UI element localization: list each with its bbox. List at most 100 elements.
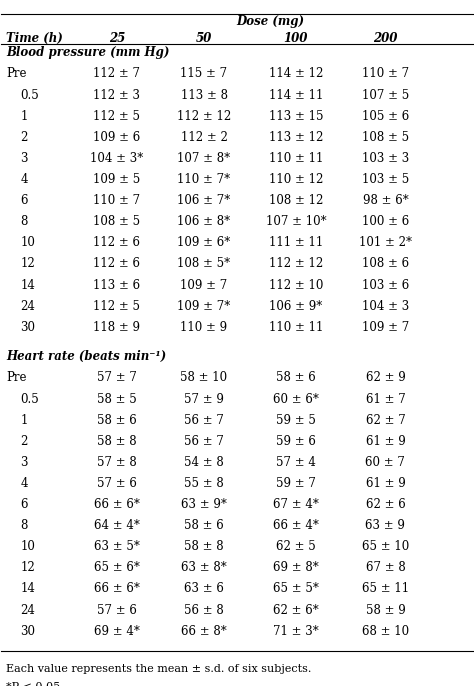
Text: 4: 4: [20, 477, 28, 490]
Text: 57 ± 4: 57 ± 4: [276, 456, 316, 469]
Text: 1: 1: [20, 110, 27, 123]
Text: 107 ± 10*: 107 ± 10*: [265, 215, 326, 228]
Text: 62 ± 5: 62 ± 5: [276, 541, 316, 554]
Text: 0.5: 0.5: [20, 392, 39, 405]
Text: 105 ± 6: 105 ± 6: [362, 110, 409, 123]
Text: 108 ± 5: 108 ± 5: [93, 215, 140, 228]
Text: 30: 30: [20, 321, 35, 333]
Text: 112 ± 7: 112 ± 7: [93, 67, 140, 80]
Text: 4: 4: [20, 173, 28, 186]
Text: 58 ± 10: 58 ± 10: [181, 371, 228, 384]
Text: 111 ± 11: 111 ± 11: [269, 236, 323, 249]
Text: 110 ± 7: 110 ± 7: [362, 67, 409, 80]
Text: 66 ± 6*: 66 ± 6*: [94, 498, 140, 511]
Text: 103 ± 6: 103 ± 6: [362, 279, 409, 292]
Text: 113 ± 8: 113 ± 8: [181, 88, 228, 102]
Text: 64 ± 4*: 64 ± 4*: [94, 519, 140, 532]
Text: 113 ± 12: 113 ± 12: [269, 131, 323, 144]
Text: 62 ± 6*: 62 ± 6*: [273, 604, 319, 617]
Text: 58 ± 5: 58 ± 5: [97, 392, 137, 405]
Text: 113 ± 6: 113 ± 6: [93, 279, 140, 292]
Text: 106 ± 7*: 106 ± 7*: [177, 194, 231, 207]
Text: Blood pressure (mm Hg): Blood pressure (mm Hg): [6, 47, 170, 59]
Text: *P < 0.05.: *P < 0.05.: [6, 682, 64, 686]
Text: 110 ± 7*: 110 ± 7*: [177, 173, 230, 186]
Text: 59 ± 7: 59 ± 7: [276, 477, 316, 490]
Text: 63 ± 9*: 63 ± 9*: [181, 498, 227, 511]
Text: 59 ± 5: 59 ± 5: [276, 414, 316, 427]
Text: 108 ± 5: 108 ± 5: [362, 131, 409, 144]
Text: 57 ± 9: 57 ± 9: [184, 392, 224, 405]
Text: 65 ± 10: 65 ± 10: [362, 541, 409, 554]
Text: 110 ± 11: 110 ± 11: [269, 152, 323, 165]
Text: 112 ± 5: 112 ± 5: [93, 110, 140, 123]
Text: 109 ± 7*: 109 ± 7*: [177, 300, 231, 313]
Text: 112 ± 12: 112 ± 12: [269, 257, 323, 270]
Text: 115 ± 7: 115 ± 7: [181, 67, 228, 80]
Text: 24: 24: [20, 604, 35, 617]
Text: 63 ± 8*: 63 ± 8*: [181, 561, 227, 574]
Text: 109 ± 6: 109 ± 6: [93, 131, 140, 144]
Text: 69 ± 4*: 69 ± 4*: [94, 625, 140, 638]
Text: 56 ± 7: 56 ± 7: [184, 414, 224, 427]
Text: 109 ± 7: 109 ± 7: [181, 279, 228, 292]
Text: 25: 25: [109, 32, 125, 45]
Text: 54 ± 8: 54 ± 8: [184, 456, 224, 469]
Text: 112 ± 10: 112 ± 10: [269, 279, 323, 292]
Text: 107 ± 5: 107 ± 5: [362, 88, 409, 102]
Text: 58 ± 6: 58 ± 6: [184, 519, 224, 532]
Text: 30: 30: [20, 625, 35, 638]
Text: 62 ± 9: 62 ± 9: [365, 371, 405, 384]
Text: 112 ± 6: 112 ± 6: [93, 236, 140, 249]
Text: 112 ± 2: 112 ± 2: [181, 131, 228, 144]
Text: 14: 14: [20, 582, 35, 595]
Text: 1: 1: [20, 414, 27, 427]
Text: 59 ± 6: 59 ± 6: [276, 435, 316, 448]
Text: Dose (mg): Dose (mg): [236, 16, 304, 28]
Text: 60 ± 6*: 60 ± 6*: [273, 392, 319, 405]
Text: 65 ± 11: 65 ± 11: [362, 582, 409, 595]
Text: 109 ± 6*: 109 ± 6*: [177, 236, 231, 249]
Text: 0.5: 0.5: [20, 88, 39, 102]
Text: 71 ± 3*: 71 ± 3*: [273, 625, 319, 638]
Text: 110 ± 9: 110 ± 9: [181, 321, 228, 333]
Text: 57 ± 6: 57 ± 6: [97, 604, 137, 617]
Text: 113 ± 15: 113 ± 15: [269, 110, 323, 123]
Text: 61 ± 9: 61 ± 9: [365, 477, 405, 490]
Text: Time (h): Time (h): [6, 32, 63, 45]
Text: 101 ± 2*: 101 ± 2*: [359, 236, 412, 249]
Text: 109 ± 5: 109 ± 5: [93, 173, 140, 186]
Text: 12: 12: [20, 561, 35, 574]
Text: 58 ± 6: 58 ± 6: [97, 414, 137, 427]
Text: 2: 2: [20, 435, 27, 448]
Text: 55 ± 8: 55 ± 8: [184, 477, 224, 490]
Text: 66 ± 8*: 66 ± 8*: [181, 625, 227, 638]
Text: 112 ± 5: 112 ± 5: [93, 300, 140, 313]
Text: 114 ± 11: 114 ± 11: [269, 88, 323, 102]
Text: 8: 8: [20, 519, 27, 532]
Text: 109 ± 7: 109 ± 7: [362, 321, 409, 333]
Text: 10: 10: [20, 541, 35, 554]
Text: 56 ± 8: 56 ± 8: [184, 604, 224, 617]
Text: 14: 14: [20, 279, 35, 292]
Text: 114 ± 12: 114 ± 12: [269, 67, 323, 80]
Text: 62 ± 7: 62 ± 7: [365, 414, 405, 427]
Text: 110 ± 12: 110 ± 12: [269, 173, 323, 186]
Text: 110 ± 11: 110 ± 11: [269, 321, 323, 333]
Text: 66 ± 4*: 66 ± 4*: [273, 519, 319, 532]
Text: 58 ± 8: 58 ± 8: [184, 541, 224, 554]
Text: 6: 6: [20, 194, 28, 207]
Text: Pre: Pre: [6, 67, 27, 80]
Text: 107 ± 8*: 107 ± 8*: [177, 152, 230, 165]
Text: Pre: Pre: [6, 371, 27, 384]
Text: 58 ± 9: 58 ± 9: [365, 604, 405, 617]
Text: 24: 24: [20, 300, 35, 313]
Text: 67 ± 8: 67 ± 8: [365, 561, 405, 574]
Text: 10: 10: [20, 236, 35, 249]
Text: 60 ± 7: 60 ± 7: [365, 456, 405, 469]
Text: 65 ± 5*: 65 ± 5*: [273, 582, 319, 595]
Text: 56 ± 7: 56 ± 7: [184, 435, 224, 448]
Text: 106 ± 9*: 106 ± 9*: [269, 300, 322, 313]
Text: 104 ± 3*: 104 ± 3*: [90, 152, 144, 165]
Text: 68 ± 10: 68 ± 10: [362, 625, 409, 638]
